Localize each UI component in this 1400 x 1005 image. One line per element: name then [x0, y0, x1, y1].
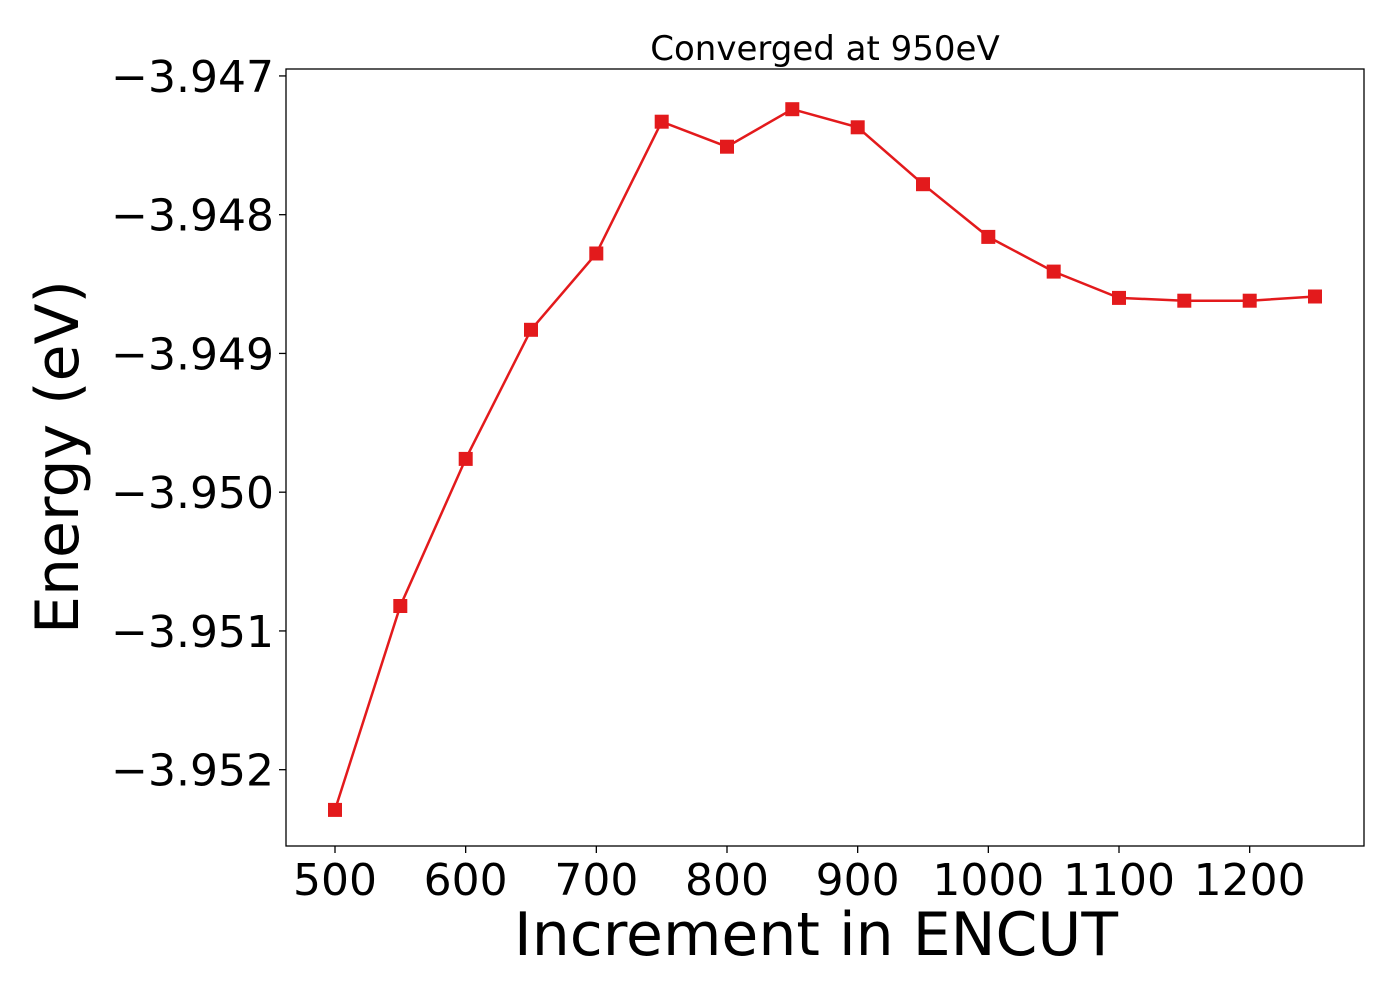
- x-tick-label: 1200: [1194, 855, 1306, 906]
- plot-frame: [285, 68, 1365, 847]
- x-tick-label: 600: [424, 855, 508, 906]
- x-axis-label: Increment in ENCUT: [514, 900, 1118, 970]
- data-point: [720, 139, 734, 154]
- data-point: [1242, 293, 1257, 308]
- data-point: [654, 114, 669, 129]
- chart-title: Converged at 950eV: [650, 29, 999, 69]
- y-tick-label: −3.948: [111, 191, 274, 242]
- y-axis-label: Energy (eV): [23, 280, 93, 634]
- data-point: [1112, 290, 1126, 305]
- data-point: [785, 102, 800, 117]
- data-point: [524, 322, 538, 337]
- data-point: [1046, 264, 1061, 279]
- x-tick-label: 1000: [932, 855, 1044, 906]
- x-tick-label: 800: [685, 855, 769, 906]
- series-line: [333, 107, 1316, 811]
- x-tick-label: 500: [293, 855, 377, 906]
- data-point: [850, 120, 865, 135]
- data-point: [1308, 289, 1322, 304]
- plot-area: [328, 102, 1322, 817]
- y-tick-label: −3.950: [111, 468, 274, 519]
- data-point: [328, 802, 342, 817]
- y-tick-label: −3.951: [111, 607, 274, 658]
- y-tick-label: −3.949: [111, 329, 274, 380]
- data-point: [1177, 293, 1192, 308]
- y-axis: −3.947 −3.948 −3.949 −3.950 −3.951 −3.952: [111, 52, 286, 797]
- data-point: [393, 599, 408, 613]
- y-tick-label: −3.947: [111, 52, 274, 103]
- data-point: [981, 229, 996, 244]
- y-tick-label: −3.952: [111, 746, 274, 797]
- data-point: [458, 451, 473, 466]
- x-tick-label: 700: [554, 855, 638, 906]
- data-point: [916, 177, 930, 192]
- x-tick-label: 1100: [1063, 855, 1175, 906]
- x-axis: 500 600 700 800 900 1000 1100 1200: [293, 846, 1306, 906]
- data-point: [589, 246, 604, 261]
- x-tick-label: 900: [816, 855, 900, 906]
